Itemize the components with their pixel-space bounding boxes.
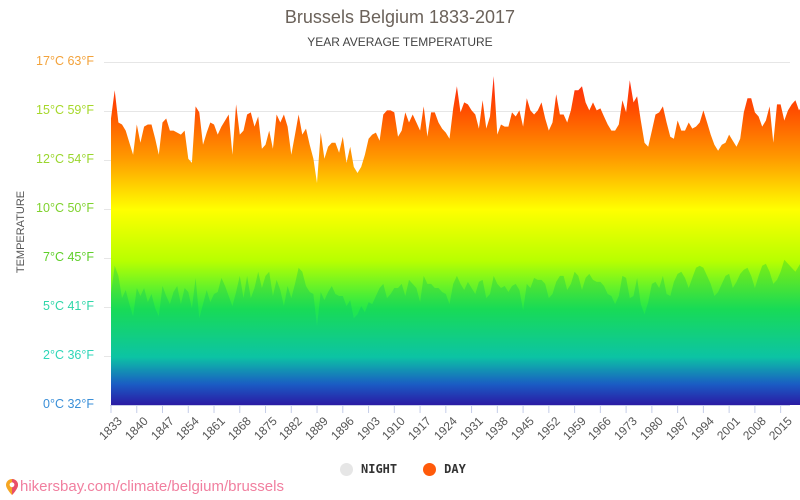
y-tick-label: 2°C 36°F bbox=[43, 348, 94, 362]
day-dot-icon bbox=[423, 462, 437, 476]
chart-subtitle: YEAR AVERAGE TEMPERATURE bbox=[307, 35, 493, 49]
legend-day-label: DAY bbox=[444, 462, 466, 476]
map-pin-icon bbox=[6, 478, 18, 495]
y-tick-label: 12°C 54°F bbox=[36, 152, 94, 166]
night-area-series bbox=[111, 259, 800, 405]
source-link[interactable]: hikersbay.com/climate/belgium/brussels bbox=[6, 478, 284, 495]
y-tick-label: 7°C 45°F bbox=[43, 250, 94, 264]
x-axis-tick-marks bbox=[110, 406, 782, 413]
legend: NIGHT DAY bbox=[340, 462, 466, 476]
chart-title: Brussels Belgium 1833-2017 bbox=[284, 7, 516, 27]
source-link-text[interactable]: hikersbay.com/climate/belgium/brussels bbox=[20, 478, 284, 495]
night-dot-icon bbox=[340, 462, 353, 476]
legend-day[interactable]: DAY bbox=[423, 462, 466, 476]
y-tick-label: 15°C 59°F bbox=[36, 103, 94, 117]
legend-night-label: NIGHT bbox=[361, 462, 398, 476]
y-tick-label: 10°C 50°F bbox=[36, 201, 94, 215]
y-tick-label: 5°C 41°F bbox=[43, 299, 94, 313]
legend-night[interactable]: NIGHT bbox=[340, 462, 397, 476]
y-tick-label: 0°C 32°F bbox=[43, 397, 94, 411]
y-tick-label: 17°C 63°F bbox=[36, 54, 94, 68]
